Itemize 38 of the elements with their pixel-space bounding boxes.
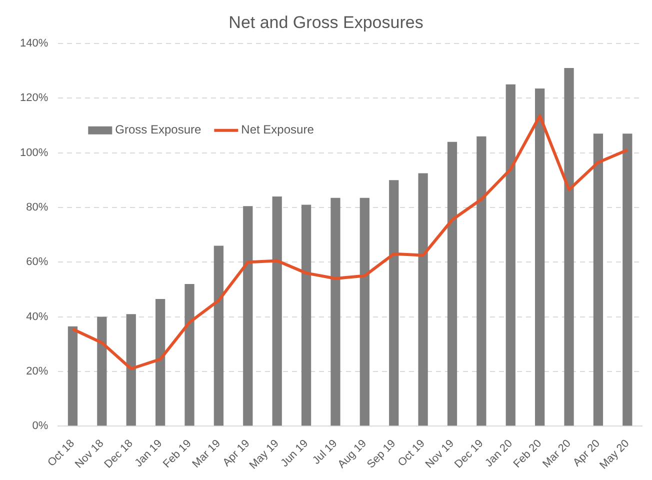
y-tick-label: 0% (32, 420, 48, 432)
bar (184, 284, 194, 426)
bar (360, 198, 370, 426)
y-tick-label: 80% (26, 201, 48, 214)
legend-label: Net Exposure (241, 122, 314, 137)
bar (243, 206, 253, 426)
x-tick-label: May 20 (598, 438, 632, 472)
bar (155, 299, 166, 426)
y-tick-label: 40% (26, 310, 48, 323)
legend-label: Gross Exposure (115, 122, 202, 137)
bar (97, 316, 107, 426)
bar (447, 142, 458, 426)
bar (593, 134, 604, 426)
bar (622, 134, 632, 426)
bar (272, 196, 282, 426)
bar (535, 88, 545, 426)
y-tick-label: 20% (26, 366, 48, 378)
bar (506, 84, 516, 426)
bar (330, 198, 340, 426)
x-tick-label: Dec 18 (102, 438, 136, 471)
bar (389, 180, 399, 426)
y-tick-label: 140% (20, 37, 48, 50)
bar (418, 173, 428, 426)
bar (476, 136, 486, 426)
x-tick-label: May 19 (247, 438, 282, 472)
bar (126, 314, 136, 426)
y-tick-label: 100% (20, 146, 48, 159)
bar (564, 68, 574, 426)
x-tick-label: Jun 19 (278, 438, 311, 470)
x-tick-label: Mar 20 (540, 438, 574, 470)
x-tick-label: Dec 19 (452, 438, 486, 471)
bar (68, 326, 78, 426)
y-tick-label: 120% (20, 92, 48, 104)
x-tick-label: Mar 19 (190, 438, 223, 470)
bar (214, 246, 224, 426)
chart-title: Net and Gross Exposures (228, 12, 424, 32)
y-tick-label: 60% (26, 256, 48, 268)
bar (301, 204, 312, 426)
